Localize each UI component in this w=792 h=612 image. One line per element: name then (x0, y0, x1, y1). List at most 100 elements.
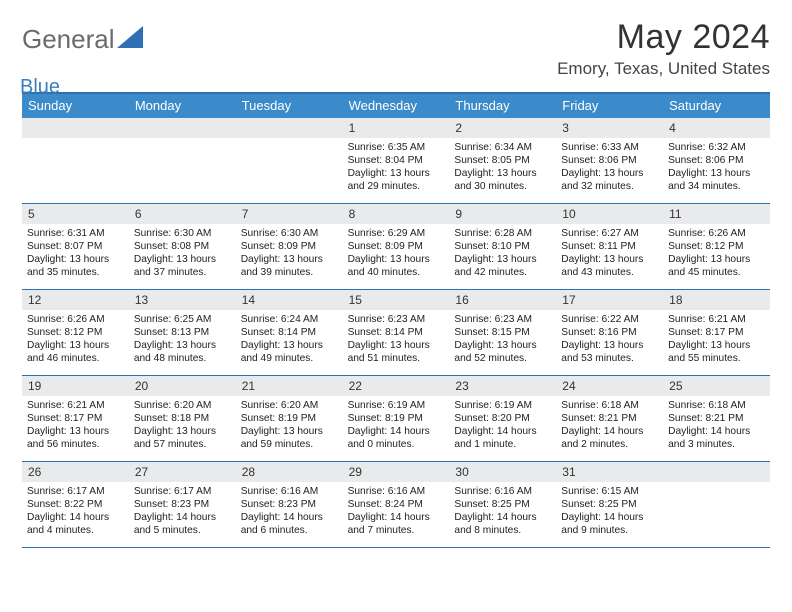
calendar-cell: 3Sunrise: 6:33 AMSunset: 8:06 PMDaylight… (556, 118, 663, 204)
day-number: 8 (343, 204, 450, 224)
calendar-cell: 22Sunrise: 6:19 AMSunset: 8:19 PMDayligh… (343, 376, 450, 462)
calendar-cell: 27Sunrise: 6:17 AMSunset: 8:23 PMDayligh… (129, 462, 236, 548)
day-number: 1 (343, 118, 450, 138)
calendar-cell: 28Sunrise: 6:16 AMSunset: 8:23 PMDayligh… (236, 462, 343, 548)
calendar-cell: 19Sunrise: 6:21 AMSunset: 8:17 PMDayligh… (22, 376, 129, 462)
logo-triangle-icon (117, 26, 143, 48)
day-info: Sunrise: 6:24 AMSunset: 8:14 PMDaylight:… (236, 310, 343, 367)
day-info: Sunrise: 6:18 AMSunset: 8:21 PMDaylight:… (556, 396, 663, 453)
day-number: 2 (449, 118, 556, 138)
day-info: Sunrise: 6:27 AMSunset: 8:11 PMDaylight:… (556, 224, 663, 281)
weekday-header: Thursday (449, 94, 556, 118)
day-number-empty (236, 118, 343, 138)
day-number: 4 (663, 118, 770, 138)
calendar-cell: 15Sunrise: 6:23 AMSunset: 8:14 PMDayligh… (343, 290, 450, 376)
day-number: 20 (129, 376, 236, 396)
day-number: 19 (22, 376, 129, 396)
day-info: Sunrise: 6:23 AMSunset: 8:15 PMDaylight:… (449, 310, 556, 367)
calendar-cell: 5Sunrise: 6:31 AMSunset: 8:07 PMDaylight… (22, 204, 129, 290)
calendar-cell: 20Sunrise: 6:20 AMSunset: 8:18 PMDayligh… (129, 376, 236, 462)
calendar-cell (236, 118, 343, 204)
logo: General Blue (22, 18, 143, 86)
calendar-cell: 6Sunrise: 6:30 AMSunset: 8:08 PMDaylight… (129, 204, 236, 290)
day-info: Sunrise: 6:16 AMSunset: 8:24 PMDaylight:… (343, 482, 450, 539)
day-info: Sunrise: 6:26 AMSunset: 8:12 PMDaylight:… (22, 310, 129, 367)
day-info: Sunrise: 6:16 AMSunset: 8:25 PMDaylight:… (449, 482, 556, 539)
day-number: 17 (556, 290, 663, 310)
header: General Blue May 2024 Emory, Texas, Unit… (22, 18, 770, 86)
month-title: May 2024 (557, 18, 770, 57)
weekday-header: Monday (129, 94, 236, 118)
day-info: Sunrise: 6:30 AMSunset: 8:09 PMDaylight:… (236, 224, 343, 281)
calendar-cell: 16Sunrise: 6:23 AMSunset: 8:15 PMDayligh… (449, 290, 556, 376)
weekday-header-row: SundayMondayTuesdayWednesdayThursdayFrid… (22, 94, 770, 118)
day-info: Sunrise: 6:20 AMSunset: 8:19 PMDaylight:… (236, 396, 343, 453)
day-number: 25 (663, 376, 770, 396)
logo-text: General Blue (22, 24, 143, 86)
calendar-cell (129, 118, 236, 204)
weekday-header: Tuesday (236, 94, 343, 118)
day-number: 6 (129, 204, 236, 224)
day-info: Sunrise: 6:21 AMSunset: 8:17 PMDaylight:… (22, 396, 129, 453)
day-info: Sunrise: 6:19 AMSunset: 8:20 PMDaylight:… (449, 396, 556, 453)
day-info: Sunrise: 6:34 AMSunset: 8:05 PMDaylight:… (449, 138, 556, 195)
calendar-cell: 8Sunrise: 6:29 AMSunset: 8:09 PMDaylight… (343, 204, 450, 290)
day-number-empty (129, 118, 236, 138)
day-info: Sunrise: 6:16 AMSunset: 8:23 PMDaylight:… (236, 482, 343, 539)
calendar-grid: 1Sunrise: 6:35 AMSunset: 8:04 PMDaylight… (22, 118, 770, 548)
day-number: 22 (343, 376, 450, 396)
day-number: 31 (556, 462, 663, 482)
day-info: Sunrise: 6:32 AMSunset: 8:06 PMDaylight:… (663, 138, 770, 195)
day-info: Sunrise: 6:23 AMSunset: 8:14 PMDaylight:… (343, 310, 450, 367)
day-info: Sunrise: 6:21 AMSunset: 8:17 PMDaylight:… (663, 310, 770, 367)
day-number-empty (22, 118, 129, 138)
calendar-cell: 31Sunrise: 6:15 AMSunset: 8:25 PMDayligh… (556, 462, 663, 548)
day-number: 10 (556, 204, 663, 224)
calendar-cell: 21Sunrise: 6:20 AMSunset: 8:19 PMDayligh… (236, 376, 343, 462)
day-info: Sunrise: 6:33 AMSunset: 8:06 PMDaylight:… (556, 138, 663, 195)
day-info: Sunrise: 6:25 AMSunset: 8:13 PMDaylight:… (129, 310, 236, 367)
day-number: 13 (129, 290, 236, 310)
day-info: Sunrise: 6:31 AMSunset: 8:07 PMDaylight:… (22, 224, 129, 281)
calendar-cell: 24Sunrise: 6:18 AMSunset: 8:21 PMDayligh… (556, 376, 663, 462)
calendar-cell: 30Sunrise: 6:16 AMSunset: 8:25 PMDayligh… (449, 462, 556, 548)
calendar-cell: 1Sunrise: 6:35 AMSunset: 8:04 PMDaylight… (343, 118, 450, 204)
calendar-cell: 26Sunrise: 6:17 AMSunset: 8:22 PMDayligh… (22, 462, 129, 548)
calendar-cell: 14Sunrise: 6:24 AMSunset: 8:14 PMDayligh… (236, 290, 343, 376)
day-number: 3 (556, 118, 663, 138)
calendar-cell: 12Sunrise: 6:26 AMSunset: 8:12 PMDayligh… (22, 290, 129, 376)
calendar-cell: 9Sunrise: 6:28 AMSunset: 8:10 PMDaylight… (449, 204, 556, 290)
calendar-cell: 11Sunrise: 6:26 AMSunset: 8:12 PMDayligh… (663, 204, 770, 290)
day-number: 7 (236, 204, 343, 224)
day-info: Sunrise: 6:35 AMSunset: 8:04 PMDaylight:… (343, 138, 450, 195)
calendar-cell: 18Sunrise: 6:21 AMSunset: 8:17 PMDayligh… (663, 290, 770, 376)
day-number: 11 (663, 204, 770, 224)
calendar-cell: 29Sunrise: 6:16 AMSunset: 8:24 PMDayligh… (343, 462, 450, 548)
day-number: 9 (449, 204, 556, 224)
calendar-cell: 13Sunrise: 6:25 AMSunset: 8:13 PMDayligh… (129, 290, 236, 376)
day-number: 29 (343, 462, 450, 482)
day-info: Sunrise: 6:18 AMSunset: 8:21 PMDaylight:… (663, 396, 770, 453)
calendar-cell: 10Sunrise: 6:27 AMSunset: 8:11 PMDayligh… (556, 204, 663, 290)
day-info: Sunrise: 6:15 AMSunset: 8:25 PMDaylight:… (556, 482, 663, 539)
day-number: 28 (236, 462, 343, 482)
day-info: Sunrise: 6:17 AMSunset: 8:23 PMDaylight:… (129, 482, 236, 539)
calendar-cell: 17Sunrise: 6:22 AMSunset: 8:16 PMDayligh… (556, 290, 663, 376)
day-info: Sunrise: 6:26 AMSunset: 8:12 PMDaylight:… (663, 224, 770, 281)
weekday-header: Friday (556, 94, 663, 118)
day-number: 27 (129, 462, 236, 482)
day-number: 16 (449, 290, 556, 310)
calendar-cell: 4Sunrise: 6:32 AMSunset: 8:06 PMDaylight… (663, 118, 770, 204)
day-info: Sunrise: 6:20 AMSunset: 8:18 PMDaylight:… (129, 396, 236, 453)
calendar-cell: 7Sunrise: 6:30 AMSunset: 8:09 PMDaylight… (236, 204, 343, 290)
day-number: 5 (22, 204, 129, 224)
logo-blue: Blue (20, 76, 60, 98)
day-number: 14 (236, 290, 343, 310)
day-number: 12 (22, 290, 129, 310)
calendar-cell (663, 462, 770, 548)
day-info: Sunrise: 6:17 AMSunset: 8:22 PMDaylight:… (22, 482, 129, 539)
weekday-header: Wednesday (343, 94, 450, 118)
day-info: Sunrise: 6:30 AMSunset: 8:08 PMDaylight:… (129, 224, 236, 281)
day-info: Sunrise: 6:28 AMSunset: 8:10 PMDaylight:… (449, 224, 556, 281)
day-number: 21 (236, 376, 343, 396)
